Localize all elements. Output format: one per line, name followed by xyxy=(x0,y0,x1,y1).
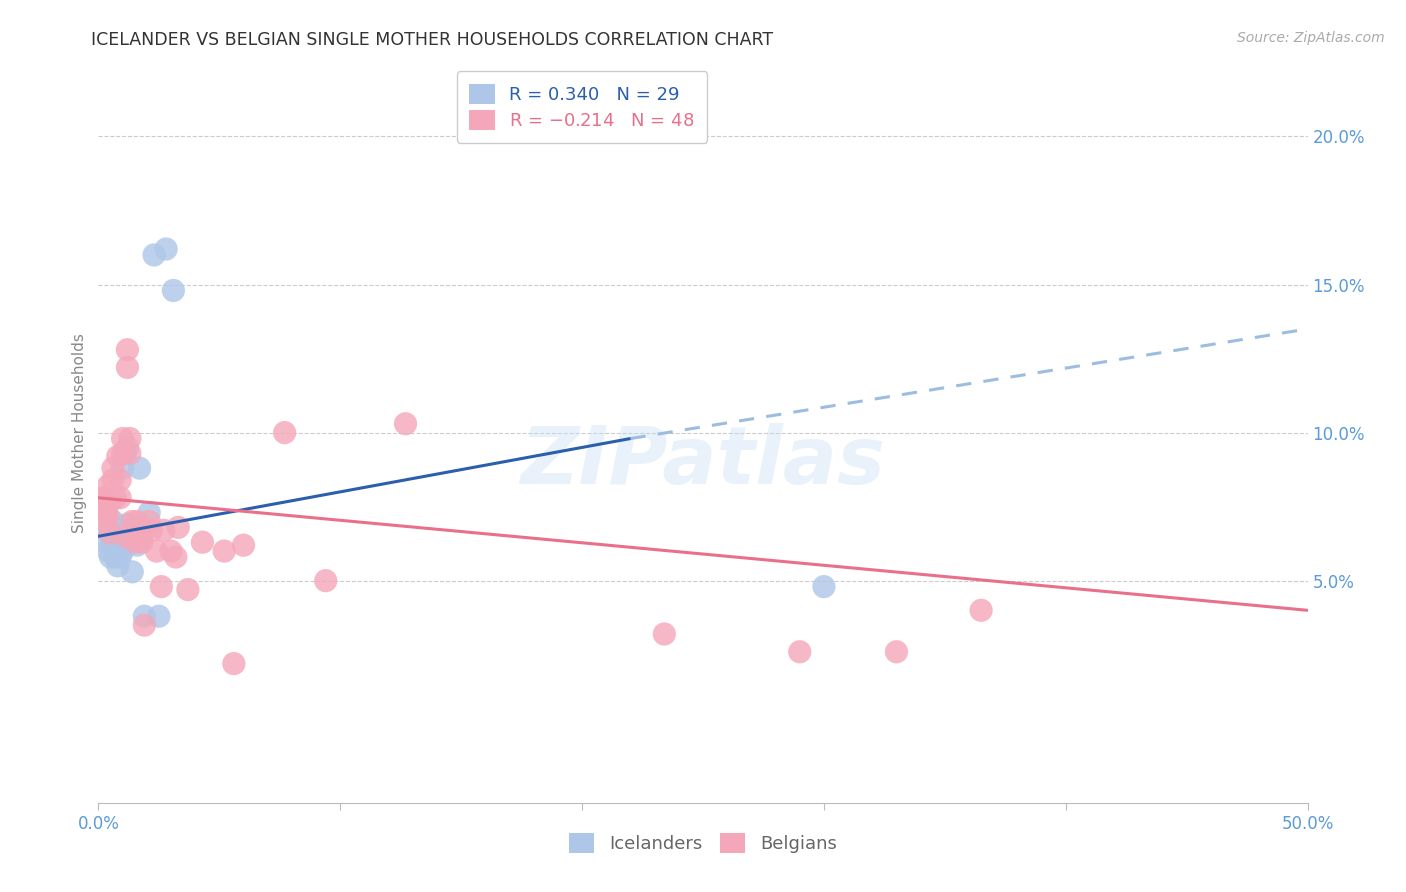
Point xyxy=(124,520,146,534)
Point xyxy=(813,580,835,594)
Point xyxy=(652,627,675,641)
Point xyxy=(104,491,127,505)
Point xyxy=(97,479,120,493)
Point xyxy=(191,535,214,549)
Point xyxy=(114,446,136,460)
Point xyxy=(111,544,134,558)
Point xyxy=(118,432,141,446)
Legend: Icelanders, Belgians: Icelanders, Belgians xyxy=(562,826,844,861)
Text: ICELANDER VS BELGIAN SINGLE MOTHER HOUSEHOLDS CORRELATION CHART: ICELANDER VS BELGIAN SINGLE MOTHER HOUSE… xyxy=(91,31,773,49)
Point xyxy=(134,618,156,632)
Point xyxy=(97,524,120,538)
Point xyxy=(100,529,122,543)
Point xyxy=(97,544,120,558)
Point xyxy=(232,538,254,552)
Point xyxy=(104,535,127,549)
Point xyxy=(131,535,153,549)
Point xyxy=(143,248,166,262)
Point xyxy=(104,549,127,564)
Point xyxy=(131,529,153,543)
Point xyxy=(165,549,187,564)
Point xyxy=(101,538,124,552)
Point xyxy=(128,461,150,475)
Point xyxy=(97,508,120,523)
Point xyxy=(114,529,136,543)
Point xyxy=(155,242,177,256)
Point xyxy=(101,473,124,487)
Point xyxy=(138,506,160,520)
Point xyxy=(118,446,141,460)
Point xyxy=(108,529,131,543)
Point xyxy=(138,515,160,529)
Point xyxy=(970,603,993,617)
Point xyxy=(141,524,163,538)
Point xyxy=(111,461,134,475)
Point xyxy=(101,515,124,529)
Point xyxy=(177,582,200,597)
Point xyxy=(273,425,295,440)
Point xyxy=(91,491,114,505)
Point xyxy=(167,520,190,534)
Point xyxy=(789,645,811,659)
Point xyxy=(121,565,143,579)
Point xyxy=(212,544,235,558)
Point xyxy=(134,609,156,624)
Point xyxy=(121,515,143,529)
Point xyxy=(150,580,173,594)
Point xyxy=(128,529,150,543)
Point xyxy=(100,549,122,564)
Point xyxy=(107,450,129,464)
Point xyxy=(117,343,139,357)
Point xyxy=(111,446,134,460)
Point xyxy=(108,549,131,564)
Point xyxy=(127,538,149,552)
Point xyxy=(100,526,122,541)
Point xyxy=(886,645,908,659)
Point xyxy=(222,657,245,671)
Point xyxy=(100,493,122,508)
Point xyxy=(152,524,174,538)
Point xyxy=(315,574,337,588)
Point xyxy=(107,544,129,558)
Point xyxy=(111,432,134,446)
Point xyxy=(160,544,183,558)
Point xyxy=(101,461,124,475)
Point xyxy=(108,473,131,487)
Point xyxy=(91,493,114,508)
Point xyxy=(94,515,117,529)
Point xyxy=(94,535,117,549)
Point xyxy=(117,517,139,532)
Point xyxy=(148,609,170,624)
Point xyxy=(117,360,139,375)
Point xyxy=(108,491,131,505)
Point xyxy=(162,284,184,298)
Point xyxy=(117,441,139,455)
Point xyxy=(94,506,117,520)
Point xyxy=(127,515,149,529)
Point xyxy=(394,417,416,431)
Text: ZIPatlas: ZIPatlas xyxy=(520,423,886,501)
Point xyxy=(124,535,146,549)
Y-axis label: Single Mother Households: Single Mother Households xyxy=(72,333,87,533)
Text: Source: ZipAtlas.com: Source: ZipAtlas.com xyxy=(1237,31,1385,45)
Point xyxy=(107,558,129,573)
Point xyxy=(145,544,167,558)
